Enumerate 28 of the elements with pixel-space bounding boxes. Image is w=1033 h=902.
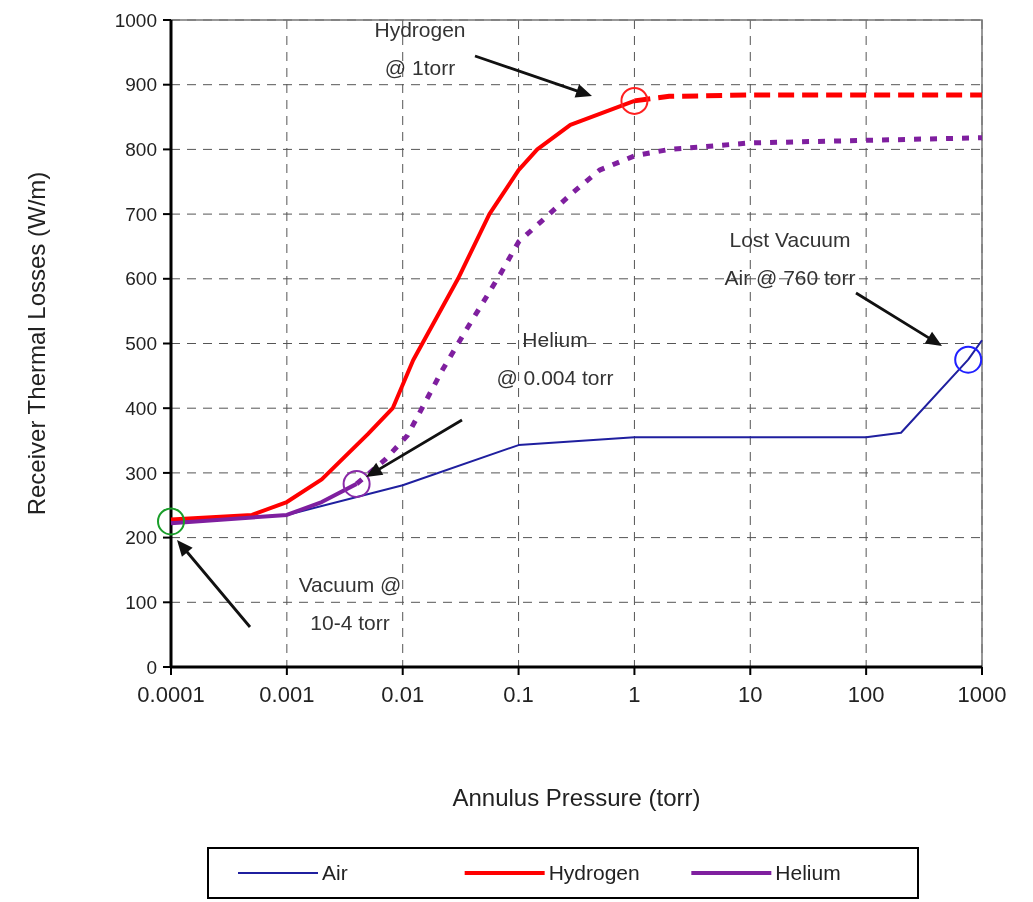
annotation: Helium @ 0.004 torr xyxy=(496,328,614,390)
x-tick-label: 1000 xyxy=(957,682,1007,707)
x-axis-title: Annulus Pressure (torr) xyxy=(452,784,701,811)
x-tick-label: 0.1 xyxy=(503,682,534,707)
y-tick-label: 100 xyxy=(125,591,157,613)
y-tick-label: 500 xyxy=(125,333,157,355)
x-tick-label: 10 xyxy=(738,682,763,707)
x-tick-label: 0.001 xyxy=(259,682,315,707)
legend-label: Hydrogen xyxy=(548,861,640,885)
y-axis-title: Receiver Thermal Losses (W/m) xyxy=(23,171,50,516)
annotation: Vacuum @ 10-4 torr xyxy=(298,573,402,635)
x-tick-label: 0.01 xyxy=(381,682,425,707)
x-tick-label: 1 xyxy=(628,682,641,707)
y-tick-label: 200 xyxy=(125,527,157,549)
y-tick-label: 600 xyxy=(125,268,157,290)
y-tick-label: 0 xyxy=(146,656,157,678)
annotation: Hydrogen @ 1torr xyxy=(374,18,466,80)
y-tick-label: 300 xyxy=(125,462,157,484)
y-tick-label: 400 xyxy=(125,397,157,419)
annotation: Lost Vacuum Air @ 760 torr xyxy=(724,228,856,290)
y-tick-label: 1000 xyxy=(114,9,157,31)
x-tick-label: 0.0001 xyxy=(137,682,205,707)
legend-label: Air xyxy=(322,861,348,885)
x-tick-label: 100 xyxy=(847,682,885,707)
y-tick-label: 900 xyxy=(125,74,157,96)
y-tick-label: 800 xyxy=(125,139,157,161)
y-tick-label: 700 xyxy=(125,203,157,225)
legend-label: Helium xyxy=(775,861,841,885)
